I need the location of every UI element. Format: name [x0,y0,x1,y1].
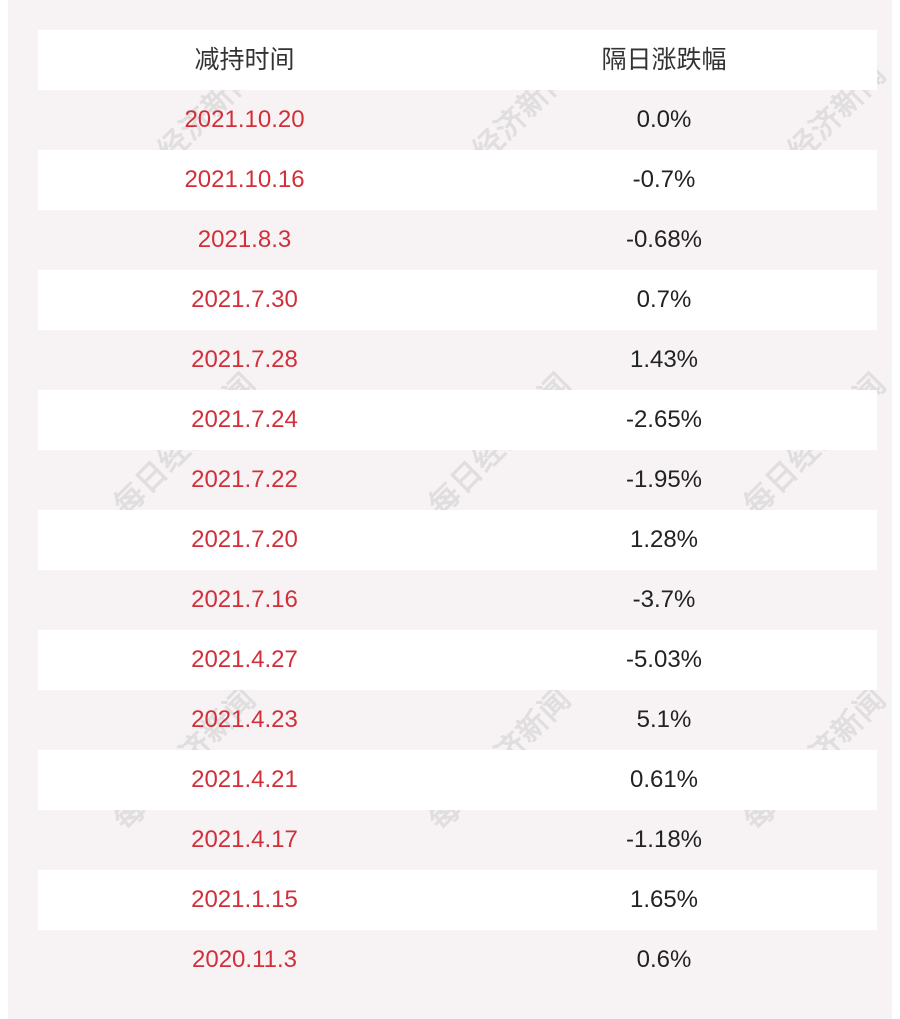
reduction-date-cell: 2021.7.30 [38,270,451,330]
reduction-date-cell: 2021.7.20 [38,510,451,570]
next-day-change-cell: 0.7% [451,270,877,330]
reduction-date-cell: 2021.4.17 [38,810,451,870]
next-day-change-cell: -5.03% [451,630,877,690]
table-row: 2021.8.3 -0.68% [38,210,877,270]
reduction-date-cell: 2020.11.3 [38,930,451,990]
next-day-change-cell: 1.28% [451,510,877,570]
next-day-change-cell: 5.1% [451,690,877,750]
reduction-date-cell: 2021.10.16 [38,150,451,210]
next-day-change-cell: -3.7% [451,570,877,630]
next-day-change-cell: -0.68% [451,210,877,270]
table-row: 2020.11.3 0.6% [38,930,877,990]
table-row: 2021.1.15 1.65% [38,870,877,930]
reduction-date-cell: 2021.10.20 [38,90,451,150]
table-row: 2021.7.30 0.7% [38,270,877,330]
table-row: 2021.7.22 -1.95% [38,450,877,510]
table-row: 2021.4.21 0.61% [38,750,877,810]
table-header-row: 减持时间 隔日涨跌幅 [38,30,877,90]
next-day-change-cell: -1.18% [451,810,877,870]
reduction-date-cell: 2021.7.28 [38,330,451,390]
table-row: 2021.10.20 0.0% [38,90,877,150]
next-day-change-cell: 0.6% [451,930,877,990]
reduction-table: 减持时间 隔日涨跌幅 2021.10.20 0.0% 2021.10.16 -0.7%… [38,30,877,990]
next-day-change-cell: 1.65% [451,870,877,930]
next-day-change-cell: -2.65% [451,390,877,450]
reduction-date-cell: 2021.4.21 [38,750,451,810]
reduction-date-cell: 2021.4.27 [38,630,451,690]
table-row: 2021.7.16 -3.7% [38,570,877,630]
table-row: 2021.4.27 -5.03% [38,630,877,690]
table-row: 2021.7.24 -2.65% [38,390,877,450]
next-day-change-cell: 0.0% [451,90,877,150]
next-day-change-cell: -1.95% [451,450,877,510]
reduction-date-cell: 2021.4.23 [38,690,451,750]
next-day-change-cell: 1.43% [451,330,877,390]
table-row: 2021.7.28 1.43% [38,330,877,390]
next-day-change-cell: 0.61% [451,750,877,810]
table-row: 2021.4.23 5.1% [38,690,877,750]
table-row: 2021.4.17 -1.18% [38,810,877,870]
reduction-date-cell: 2021.7.22 [38,450,451,510]
reduction-date-cell: 2021.7.16 [38,570,451,630]
next-day-change-cell: -0.7% [451,150,877,210]
reduction-date-cell: 2021.8.3 [38,210,451,270]
header-reduction-date: 减持时间 [38,30,451,90]
table-row: 2021.10.16 -0.7% [38,150,877,210]
reduction-date-cell: 2021.7.24 [38,390,451,450]
header-next-day-change: 隔日涨跌幅 [451,30,877,90]
table-row: 2021.7.20 1.28% [38,510,877,570]
reduction-date-cell: 2021.1.15 [38,870,451,930]
